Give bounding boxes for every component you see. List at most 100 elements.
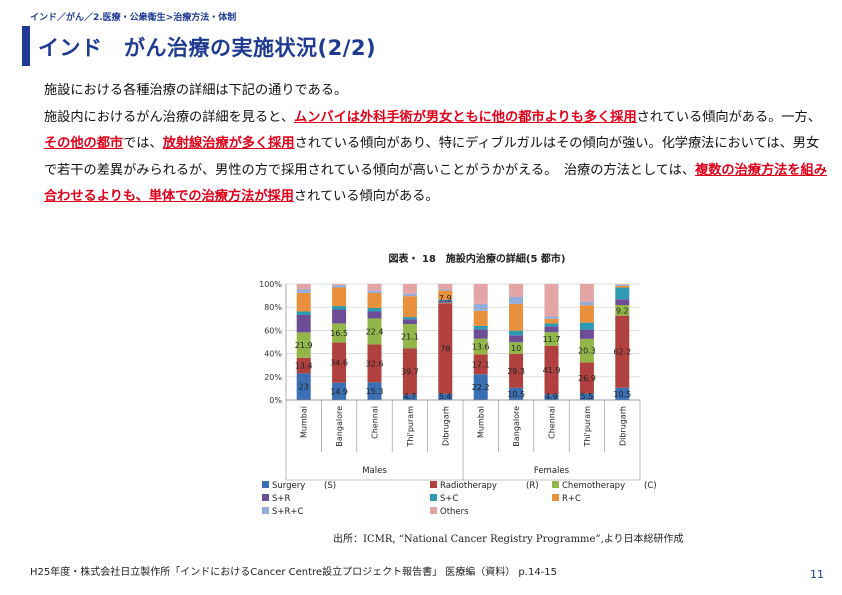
data-label: 21.9 bbox=[295, 341, 313, 350]
bar-segment bbox=[367, 292, 382, 309]
data-label: 9.2 bbox=[616, 306, 629, 315]
x-tick-label: Mumbai bbox=[477, 406, 486, 438]
body-text: 施設における各種治療の詳細は下記の通りである。 施設内におけるがん治療の詳細を見… bbox=[30, 78, 830, 211]
data-label: 4.7 bbox=[404, 392, 417, 401]
bar-segment bbox=[473, 284, 488, 304]
bar-segment bbox=[579, 329, 594, 339]
data-label: 13.4 bbox=[295, 362, 313, 371]
data-label: 17.1 bbox=[472, 360, 490, 369]
group-label: Males bbox=[362, 466, 387, 476]
data-label: 4.9 bbox=[545, 392, 558, 401]
legend-swatch bbox=[430, 494, 437, 501]
bar-segment bbox=[332, 306, 347, 310]
y-tick-label: 80% bbox=[264, 303, 282, 312]
bar-segment bbox=[544, 284, 559, 317]
x-tick-label: Bangalore bbox=[335, 406, 344, 447]
x-tick-label: Chennai bbox=[371, 406, 380, 439]
paragraph-1: 施設における各種治療の詳細は下記の通りである。 bbox=[44, 83, 348, 98]
bar-segment bbox=[579, 393, 594, 400]
data-label: 39.7 bbox=[401, 368, 419, 377]
chart-container: 図表・ 18 施設内治療の詳細(5 都市) 0% 20% 40% 60% 80% 100% 2… bbox=[244, 244, 710, 544]
page-title: インド がん治療の実施状況(2/2) bbox=[38, 36, 377, 60]
legend-swatch bbox=[552, 494, 559, 501]
footer-citation: H25年度・株式会社日立製作所「インドにおけるCancer Centre設立プロ… bbox=[30, 567, 558, 578]
bar-segment bbox=[367, 284, 382, 291]
bar-segment bbox=[332, 323, 347, 343]
data-label: 16.5 bbox=[330, 329, 348, 338]
bar-segment bbox=[615, 299, 630, 305]
bar-segment bbox=[332, 287, 347, 307]
x-tick-label: Mumbai bbox=[300, 406, 309, 438]
bar-segment bbox=[473, 329, 488, 339]
bar-segment bbox=[579, 305, 594, 323]
bar-segment bbox=[544, 316, 559, 319]
x-tick-label: Chennai bbox=[548, 406, 557, 439]
p2-text-c: では、 bbox=[123, 136, 163, 151]
bar-segment bbox=[402, 348, 417, 395]
legend-code: (S) bbox=[324, 481, 336, 491]
bar-segment bbox=[615, 315, 630, 388]
legend-code: (R) bbox=[526, 481, 539, 491]
bar-segment bbox=[438, 290, 453, 300]
bar-segment bbox=[367, 344, 382, 383]
bar-segment bbox=[438, 289, 453, 291]
highlight-other-cities: その他の都市 bbox=[44, 136, 124, 151]
legend-swatch bbox=[262, 494, 269, 501]
data-label: 62.2 bbox=[613, 348, 631, 357]
bar-segment bbox=[367, 290, 382, 293]
x-tick-label: Dibrugarh bbox=[618, 406, 627, 446]
bar-segment bbox=[579, 322, 594, 330]
bar-segment bbox=[367, 318, 382, 345]
legend-label: Radiotherapy bbox=[440, 481, 497, 491]
y-tick-label: 0% bbox=[269, 396, 282, 405]
bar-segment bbox=[438, 393, 453, 400]
data-label: 7.9 bbox=[439, 294, 452, 303]
p2-text-d: されている傾向があり、特にディブルガルはその傾向が強い。化学療法においては、男女… bbox=[44, 136, 820, 178]
data-label: 14.9 bbox=[330, 387, 348, 396]
y-tick-label: 40% bbox=[264, 350, 282, 359]
bar-segment bbox=[402, 317, 417, 320]
bar-segment bbox=[332, 309, 347, 324]
bar-segment bbox=[473, 374, 488, 400]
bar-segment bbox=[544, 394, 559, 400]
legend-label: S+C bbox=[440, 494, 459, 504]
bar-segment bbox=[296, 357, 311, 374]
legend-label: S+R bbox=[272, 494, 291, 504]
bar-segment bbox=[509, 303, 524, 331]
bar-segment bbox=[473, 338, 488, 355]
bar-segment bbox=[615, 304, 630, 316]
bar-segment bbox=[615, 287, 630, 300]
bar-segment bbox=[367, 308, 382, 312]
highlight-single-treatment: 複数の治療方法を組み合わせるよりも、単体での治療方法が採用 bbox=[44, 162, 827, 205]
bar-segment bbox=[438, 299, 453, 301]
data-label: 5.4 bbox=[439, 392, 452, 401]
breadcrumb: インド／がん／2.医療・公衆衛生>治療方法・体制 bbox=[30, 13, 237, 23]
data-label: 5.5 bbox=[581, 392, 594, 401]
title-accent-bar bbox=[22, 26, 30, 66]
data-label: 13.6 bbox=[472, 343, 490, 352]
legend-label: Surgery bbox=[272, 481, 305, 491]
x-tick-label: Thi'puram bbox=[406, 406, 415, 448]
p2-text-e: されている傾向がある。 bbox=[293, 189, 439, 204]
bar-segment bbox=[473, 354, 488, 375]
group-label: Females bbox=[534, 466, 570, 476]
bar-segment bbox=[509, 335, 524, 343]
legend-swatch bbox=[262, 507, 269, 514]
highlight-mumbai-surgery: ムンバイは外科手術が男女ともに他の都市よりも多く採用 bbox=[294, 109, 637, 125]
bar-segment bbox=[402, 324, 417, 349]
bar-segment bbox=[509, 342, 524, 354]
legend-label: Chemotherapy bbox=[562, 481, 625, 491]
data-label: 11.7 bbox=[543, 335, 561, 344]
bar-segment bbox=[473, 325, 488, 330]
bar-segment bbox=[296, 332, 311, 358]
bar-segment bbox=[402, 394, 417, 400]
data-label: 15.3 bbox=[366, 387, 384, 396]
bar-segment bbox=[615, 284, 630, 285]
y-tick-label: 60% bbox=[264, 326, 282, 335]
bar-segment bbox=[296, 311, 311, 315]
bar-segment bbox=[438, 302, 453, 304]
paragraph-2: 施設内におけるがん治療の詳細を見ると、ムンバイは外科手術が男女ともに他の都市より… bbox=[30, 105, 830, 211]
highlight-radiotherapy: 放射線治療が多く採用 bbox=[162, 136, 295, 151]
bar-segment bbox=[367, 382, 382, 400]
bar-segment bbox=[332, 285, 347, 288]
